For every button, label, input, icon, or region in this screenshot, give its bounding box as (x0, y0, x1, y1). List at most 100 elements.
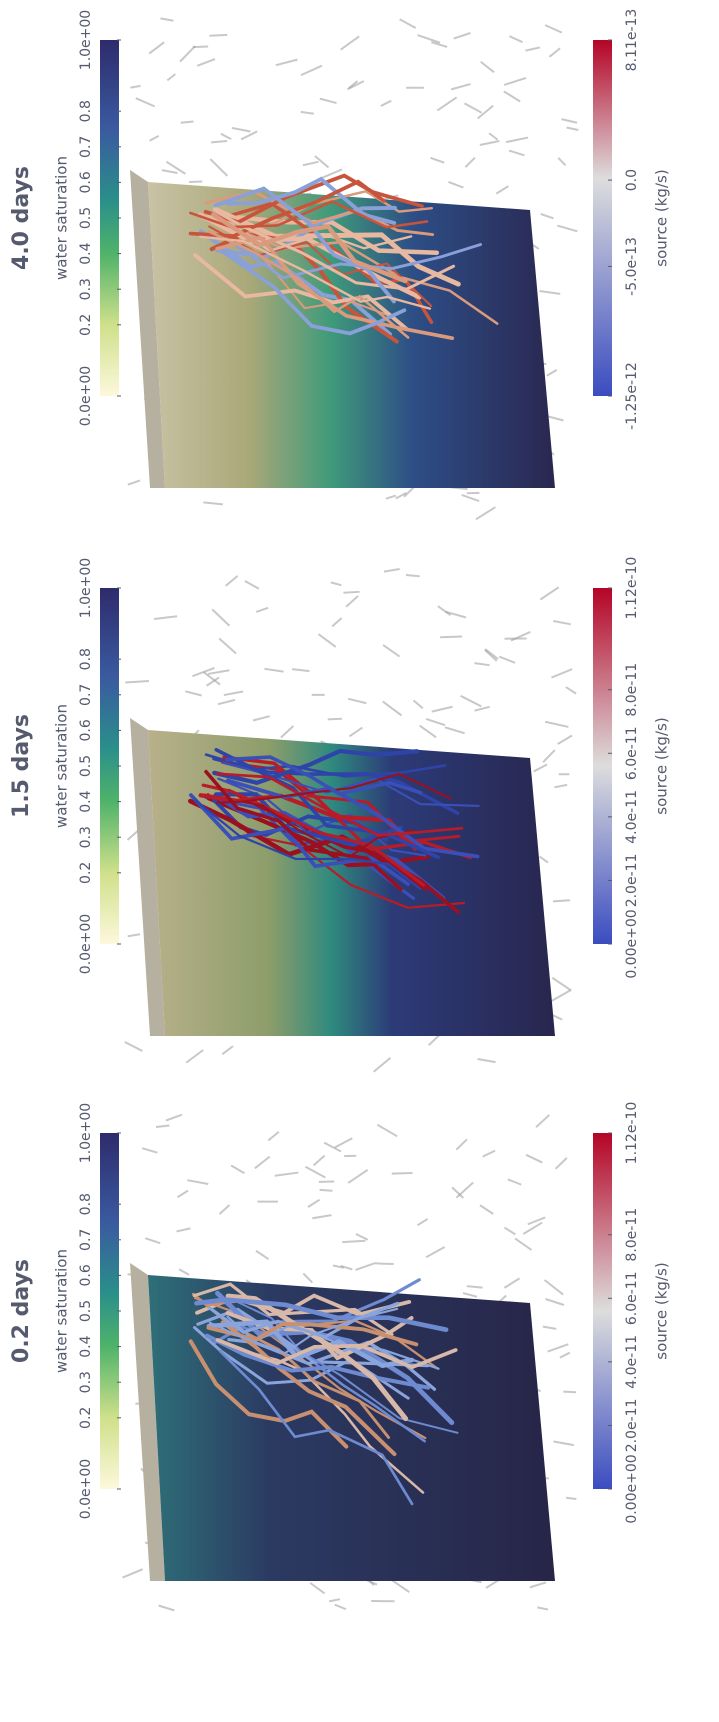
flow-arrow (566, 1498, 576, 1499)
flow-arrow (556, 1158, 567, 1169)
colorbar-label: source (kg/s) (653, 717, 671, 814)
flow-arrow (474, 663, 489, 665)
flow-arrow (496, 186, 508, 193)
tick-label: 0.00e+00 (624, 909, 640, 978)
flow-arrow (465, 158, 475, 168)
tick-label: 0.2 (78, 1407, 94, 1429)
flow-arrow (179, 1269, 189, 1274)
tick-label: 0.2 (78, 862, 94, 884)
flow-arrow (149, 42, 164, 53)
flow-arrow (142, 1148, 157, 1152)
flow-arrow (324, 1143, 341, 1152)
flow-arrow (558, 735, 572, 744)
tick-label: 8.11e-13 (624, 9, 640, 72)
flow-arrow (462, 495, 479, 501)
flow-arrow (557, 226, 577, 232)
flow-arrow (292, 669, 309, 671)
flow-arrow (374, 1058, 391, 1072)
flow-arrow (167, 74, 175, 80)
flow-arrow (128, 934, 140, 936)
colorbar (100, 40, 119, 396)
flow-arrow (310, 1583, 324, 1594)
flow-arrow (547, 370, 557, 376)
flow-arrow (438, 606, 451, 615)
flow-arrow (550, 990, 570, 1002)
tick-label: 0.4 (78, 242, 94, 264)
flow-arrow (386, 496, 396, 499)
flow-arrow (160, 18, 173, 20)
tick-label: 1.12e-10 (624, 1102, 640, 1165)
flow-arrow (437, 97, 456, 110)
panel-title: 4.0 days (9, 166, 34, 270)
flow-arrow (540, 587, 558, 599)
tick-label: 0.6 (78, 719, 94, 741)
flow-arrow (545, 25, 562, 32)
flow-arrow (461, 696, 482, 707)
flow-arrow (406, 575, 420, 576)
tick-label: 0.5 (78, 207, 94, 229)
tick-label: 0.8 (78, 1193, 94, 1215)
tick-label: -1.25e-12 (624, 362, 640, 430)
flow-arrow (320, 99, 337, 103)
flow-arrow (506, 138, 528, 143)
flow-arrow (545, 1280, 564, 1295)
flow-arrow (478, 1059, 496, 1062)
flow-arrow (335, 1138, 352, 1147)
flow-arrow (181, 121, 194, 122)
colorbar (100, 1133, 119, 1489)
flow-arrow (348, 699, 366, 703)
flow-arrow (566, 687, 576, 694)
tick-label: 0.8 (78, 648, 94, 670)
flow-arrow (136, 98, 155, 106)
flow-arrow (342, 1241, 365, 1242)
flow-arrow (558, 158, 565, 165)
tick-label: 0.4 (78, 790, 94, 812)
flow-arrow (319, 634, 336, 647)
flow-arrow (226, 576, 238, 586)
flow-arrow (210, 159, 227, 176)
colorbar-label: source (kg/s) (653, 1262, 671, 1359)
tick-label: 0.0 (624, 169, 640, 191)
flow-arrow (445, 727, 465, 733)
flow-arrow (480, 1205, 493, 1214)
flow-arrow (314, 1155, 325, 1165)
flow-arrow (562, 119, 578, 123)
tick-label: 0.3 (78, 278, 94, 300)
colorbar-label: water saturation (53, 1249, 71, 1373)
flow-arrow (451, 84, 470, 89)
flow-arrow (543, 750, 555, 762)
flow-arrow (418, 1219, 428, 1225)
flow-arrow (224, 692, 243, 696)
flow-arrow (281, 726, 293, 738)
flow-arrow (480, 141, 500, 145)
flow-arrow (197, 59, 215, 66)
tick-label: 0.5 (78, 1300, 94, 1322)
tick-label: 0.8 (78, 100, 94, 122)
flow-arrow (264, 669, 283, 672)
flow-arrow (467, 1286, 483, 1288)
tick-label: 6.0e-11 (624, 1271, 640, 1325)
flow-arrow (159, 1605, 175, 1610)
flow-arrow (476, 507, 495, 519)
flow-arrow (553, 621, 571, 624)
flow-arrow (356, 1234, 368, 1240)
flow-arrow (275, 1173, 299, 1176)
tick-label: 8.0e-11 (624, 1208, 640, 1262)
flow-arrow (343, 592, 359, 593)
flow-arrow (474, 707, 489, 711)
flow-arrow (156, 1125, 169, 1126)
flow-arrow (178, 1191, 189, 1198)
flow-arrow (341, 36, 360, 49)
flow-arrow (552, 978, 571, 991)
flow-arrow (232, 128, 250, 132)
flow-arrow (166, 1115, 182, 1121)
flow-arrow (549, 48, 560, 57)
flow-arrow (541, 214, 554, 218)
flow-arrow (525, 47, 539, 50)
tick-label: 0.0e+00 (78, 914, 94, 974)
flow-arrow (545, 722, 568, 727)
flow-arrow (400, 19, 416, 28)
flow-arrow (256, 1251, 269, 1259)
flow-arrow (543, 1327, 556, 1329)
